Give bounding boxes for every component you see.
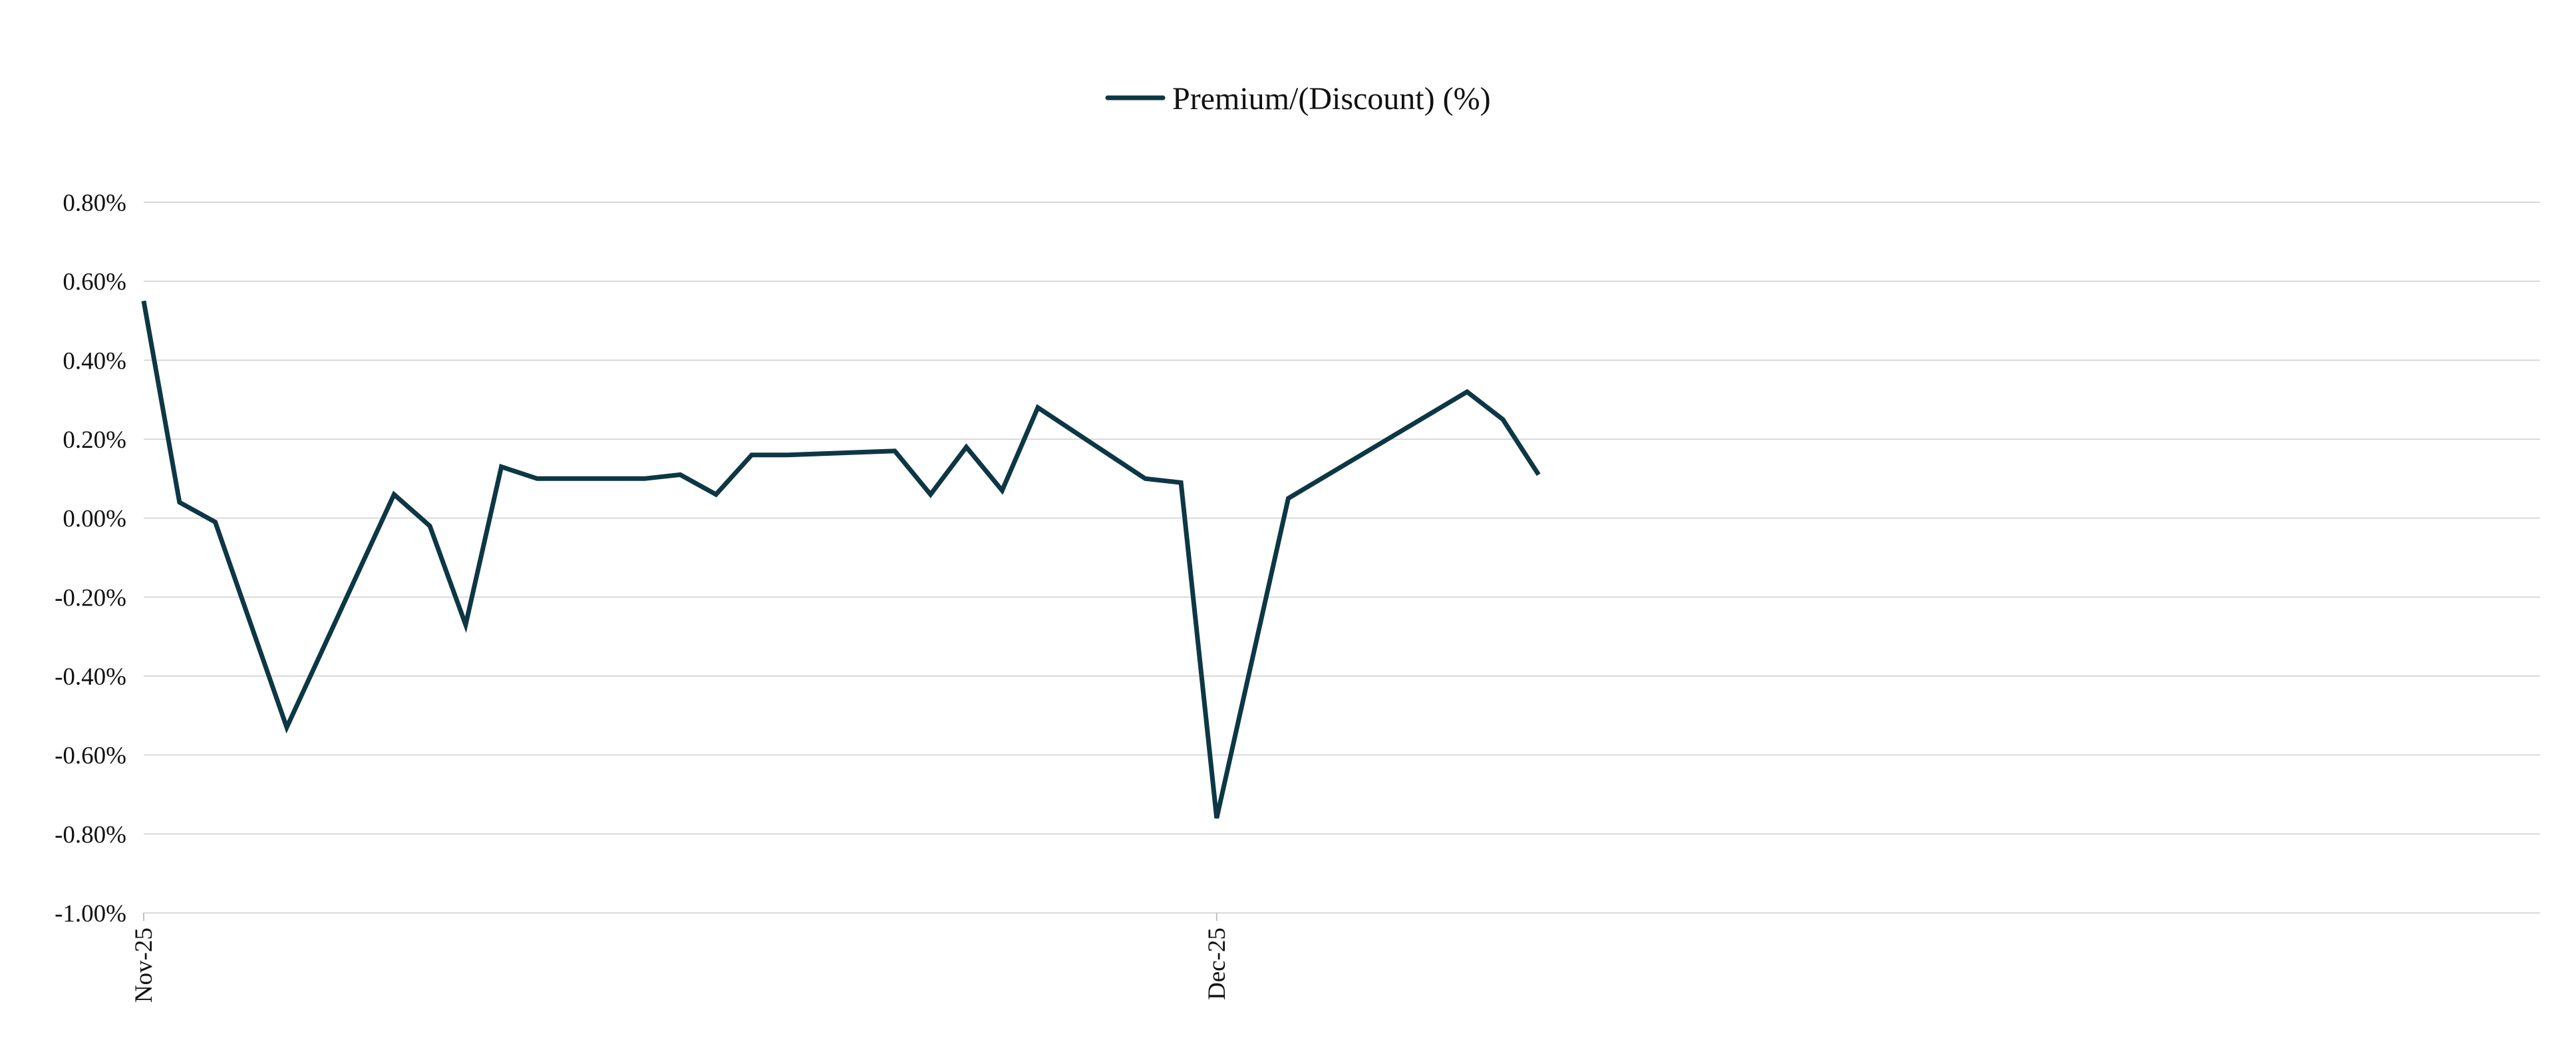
legend: Premium/(Discount) (%) (1105, 81, 1491, 116)
x-axis: Nov-25 Dec-25 (130, 912, 2540, 1003)
y-tick-label: 0.60% (63, 269, 126, 296)
y-axis-ticks: 0.80% 0.60% 0.40% 0.20% 0.00% -0.20% -0.40% -0.… (55, 190, 126, 928)
series-line-premium-discount (141, 300, 1541, 819)
y-tick-label: -0.40% (55, 663, 126, 691)
legend-label-premium-discount: Premium/(Discount) (%) (1172, 81, 1491, 116)
x-tick-label: Nov-25 (130, 928, 158, 1003)
y-tick-label: -0.60% (55, 743, 126, 770)
x-tick-label: Dec-25 (1204, 928, 1231, 1000)
y-tick-label: 0.00% (63, 506, 126, 533)
y-tick-label: -0.20% (55, 584, 126, 611)
y-tick-label: -0.80% (55, 821, 126, 848)
series-lines (141, 300, 1541, 819)
y-tick-label: -1.00% (55, 900, 126, 928)
y-tick-label: 0.80% (63, 190, 126, 217)
y-tick-label: 0.20% (63, 427, 126, 454)
y-tick-label: 0.40% (63, 347, 126, 375)
gridlines (144, 202, 2540, 914)
